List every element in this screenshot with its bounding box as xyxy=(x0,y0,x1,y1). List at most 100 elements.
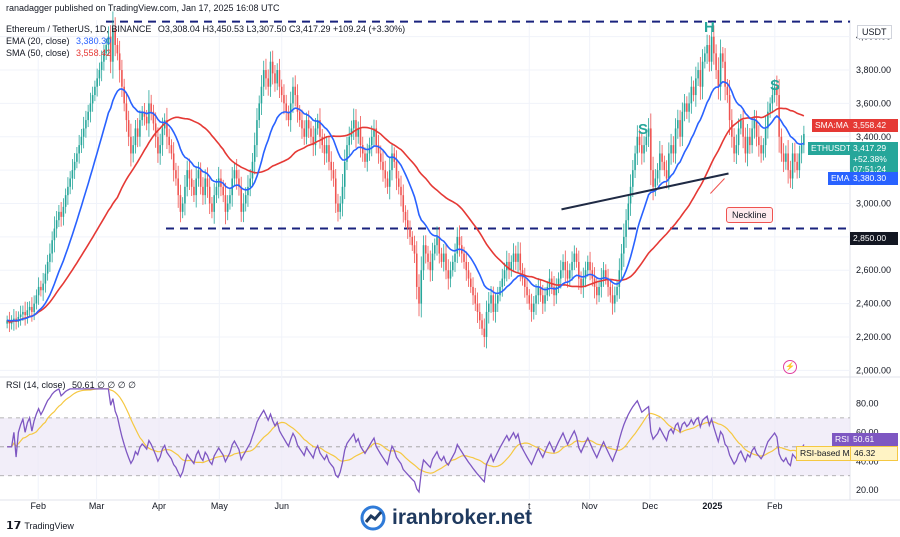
candle-body xyxy=(62,206,65,217)
rsi-tag-value-box: 50.61 xyxy=(850,433,898,446)
candle-body xyxy=(211,203,213,212)
time-tick-label: Apr xyxy=(152,501,166,511)
moving-averages xyxy=(6,80,805,323)
candle-body xyxy=(580,278,582,287)
candle-body xyxy=(76,153,78,162)
candle-body xyxy=(235,170,238,179)
candle-body xyxy=(141,111,143,121)
candle-body xyxy=(292,86,294,104)
symbol-title[interactable]: Ethereum / TetherUS, 1D, BINANCE xyxy=(6,24,152,34)
candle-body xyxy=(409,228,411,237)
candle-body xyxy=(181,203,184,212)
last-tag-label: ETHUSDT xyxy=(811,143,852,153)
head-label: H xyxy=(704,19,715,36)
neckline-pointer xyxy=(710,178,725,194)
candle-body xyxy=(670,145,672,154)
candle-body xyxy=(172,153,175,171)
candle-body xyxy=(258,103,260,121)
candle-body xyxy=(701,61,704,87)
candle-body xyxy=(742,120,744,137)
candle-body xyxy=(73,161,76,171)
candle-body xyxy=(794,153,796,162)
last-price-countdown: 07:51:24 xyxy=(853,164,887,174)
candle-body xyxy=(296,95,299,112)
watermark-icon xyxy=(360,505,386,531)
tradingview-logo[interactable]: 𝟭𝟳 TradingView xyxy=(6,519,74,532)
candle-body xyxy=(33,303,35,312)
candle-body xyxy=(449,270,452,279)
candle-body xyxy=(677,120,679,129)
tv-logo-text: TradingView xyxy=(24,520,74,531)
time-tick-label: Feb xyxy=(30,501,46,511)
rsi-tick-label: 40.00 xyxy=(856,456,879,466)
candle-body xyxy=(710,36,713,62)
candle-body xyxy=(582,278,585,287)
candle-body xyxy=(620,253,623,271)
candle-body xyxy=(242,203,245,212)
ema-legend[interactable]: EMA (20, close) 3,380.30 xyxy=(6,36,111,46)
candle-body xyxy=(526,286,528,296)
candle-body xyxy=(798,153,801,171)
candle-body xyxy=(672,145,675,154)
candle-body xyxy=(776,86,778,96)
rsi-legend[interactable]: RSI (14, close) 50.61 ∅ ∅ ∅ ∅ xyxy=(6,380,136,391)
candle-body xyxy=(152,111,155,124)
candle-body xyxy=(614,295,616,304)
candle-body xyxy=(483,328,486,337)
watermark-text: iranbroker.net xyxy=(392,506,533,529)
sma-line xyxy=(6,107,805,323)
candle-body xyxy=(80,136,83,146)
candle-body xyxy=(199,170,202,187)
candle-body xyxy=(301,120,303,129)
currency-label[interactable]: USDT xyxy=(857,25,892,39)
candle-body xyxy=(607,278,609,287)
candle-body xyxy=(251,161,254,179)
candle-body xyxy=(330,161,333,171)
candle-body xyxy=(735,145,738,154)
rsi-series xyxy=(7,387,805,494)
right-shoulder-label: S xyxy=(770,77,780,94)
sma-legend[interactable]: SMA (50, close) 3,558.42 xyxy=(6,48,111,58)
ohlc-values: O3,308.04 H3,450.53 L3,307.50 C3,417.29 … xyxy=(157,24,406,34)
candle-body xyxy=(600,278,603,287)
horizontal-levels xyxy=(106,20,850,230)
candle-body xyxy=(337,203,339,212)
candle-body xyxy=(240,186,242,212)
candle-body xyxy=(114,28,116,46)
candle-body xyxy=(352,120,355,129)
candle-body xyxy=(447,270,450,279)
candle-body xyxy=(740,120,742,129)
candle-body xyxy=(647,128,650,137)
candle-body xyxy=(24,311,26,316)
candle-body xyxy=(157,136,159,154)
candle-body xyxy=(166,120,168,137)
candle-body xyxy=(429,261,432,271)
candle-body xyxy=(627,203,630,221)
candle-body xyxy=(609,286,612,296)
lightning-icon[interactable]: ⚡ xyxy=(783,360,797,374)
candle-body xyxy=(132,145,134,154)
candle-body xyxy=(467,270,470,279)
candle-body xyxy=(226,203,229,212)
candle-body xyxy=(492,295,495,312)
candle-body xyxy=(355,120,357,137)
candle-body xyxy=(487,303,490,312)
candle-body xyxy=(224,195,227,212)
price-tick-label: 2,600.00 xyxy=(856,265,891,275)
candle-body xyxy=(112,28,114,62)
candle-body xyxy=(386,178,389,187)
candle-body xyxy=(357,128,360,137)
candle-body xyxy=(715,53,717,71)
candle-body xyxy=(332,170,335,179)
candle-body xyxy=(508,261,510,271)
ema-legend-value: 3,380.30 xyxy=(76,36,112,46)
price-tick-label: 3,000.00 xyxy=(856,199,891,209)
candle-body xyxy=(695,78,697,96)
candle-body xyxy=(542,295,544,304)
candle-body xyxy=(130,136,132,154)
candle-body xyxy=(379,153,382,162)
ema-tag-label: EMA xyxy=(831,173,850,183)
candle-body xyxy=(177,178,179,196)
candle-body xyxy=(445,253,447,271)
